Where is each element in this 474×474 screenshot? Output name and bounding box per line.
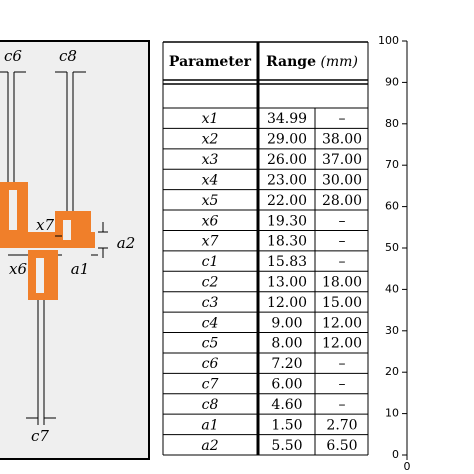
y-tick-label: 0: [392, 448, 399, 461]
parameter-name: a2: [201, 438, 218, 454]
range-value: 38.00: [322, 132, 362, 148]
parameter-name: x7: [202, 234, 219, 250]
range-value: 6.00: [271, 377, 302, 393]
range-value: 23.00: [267, 172, 307, 188]
range-value: –: [339, 356, 346, 372]
parameter-name: x1: [202, 111, 219, 127]
diagram-label: c7: [31, 427, 49, 445]
empty-axis: 0 10 20 30 40 50 60 70 80 90 100 0: [378, 34, 411, 473]
range-value: 9.00: [271, 315, 302, 331]
y-tick-label: 30: [385, 324, 399, 337]
diagram-label: x7: [36, 216, 54, 234]
parameter-name: c4: [202, 315, 219, 331]
range-value: 22.00: [267, 193, 307, 209]
diagram-label: c6: [4, 47, 22, 65]
diagram-label: x6: [9, 260, 27, 278]
y-tick-label: 10: [385, 407, 399, 420]
range-value: –: [339, 213, 346, 229]
y-tick-label: 40: [385, 282, 399, 295]
parameter-name: c3: [202, 295, 219, 311]
range-value: 15.83: [267, 254, 307, 270]
range-value: 19.30: [267, 213, 307, 229]
range-value: 30.00: [322, 172, 362, 188]
parameter-name: c1: [202, 254, 219, 270]
parameter-name: c7: [202, 377, 219, 393]
range-value: –: [339, 377, 346, 393]
parameter-name: x2: [202, 132, 219, 148]
y-tick-label: 80: [385, 117, 399, 130]
range-value: 12.00: [267, 295, 307, 311]
parameter-name: c5: [202, 336, 219, 352]
range-value: 18.00: [322, 275, 362, 291]
parameter-name: c8: [202, 397, 219, 413]
range-value: 12.00: [322, 336, 362, 352]
range-value: 12.00: [322, 315, 362, 331]
diagram-label: a1: [71, 260, 90, 278]
range-value: 7.20: [271, 356, 302, 372]
range-value: –: [339, 111, 346, 127]
header-unit: (mm): [320, 54, 357, 70]
parameter-name: x4: [202, 172, 219, 188]
range-value: 18.30: [267, 234, 307, 250]
parameter-name: c6: [202, 356, 219, 372]
range-value: 28.00: [322, 193, 362, 209]
range-value: 6.50: [326, 438, 357, 454]
header-range-text: Range: [266, 54, 316, 70]
parameter-table: Parameter Range (mm): [162, 41, 369, 455]
parameter-name: x3: [202, 152, 219, 168]
y-tick-label: 90: [385, 75, 399, 88]
range-value: –: [339, 234, 346, 250]
parameter-name: a1: [201, 417, 218, 433]
header-parameter: Parameter: [169, 54, 252, 70]
y-tick-label: 20: [385, 365, 399, 378]
y-tick-label: 50: [385, 241, 399, 254]
parameter-name: x6: [202, 213, 219, 229]
range-value: 34.99: [267, 111, 307, 127]
y-tick-label: 100: [378, 34, 399, 47]
parameter-name: c2: [202, 275, 219, 291]
header-range: Range (mm): [266, 54, 358, 70]
range-value: 5.50: [271, 438, 302, 454]
y-tick-label: 70: [385, 158, 399, 171]
range-value: –: [339, 254, 346, 270]
diagram-label: c8: [59, 47, 77, 65]
range-value: 8.00: [271, 336, 302, 352]
range-value: 1.50: [271, 417, 302, 433]
range-value: 29.00: [267, 132, 307, 148]
parameter-name: x5: [202, 193, 219, 209]
range-value: 15.00: [322, 295, 362, 311]
range-value: 26.00: [267, 152, 307, 168]
range-value: –: [339, 397, 346, 413]
range-value: 13.00: [267, 275, 307, 291]
range-value: 37.00: [322, 152, 362, 168]
antenna-diagram: [0, 40, 150, 460]
range-value: 4.60: [271, 397, 302, 413]
y-tick-label: 60: [385, 200, 399, 213]
range-value: 2.70: [326, 417, 357, 433]
x-tick-label: 0: [404, 460, 411, 473]
diagram-label: a2: [117, 234, 136, 252]
